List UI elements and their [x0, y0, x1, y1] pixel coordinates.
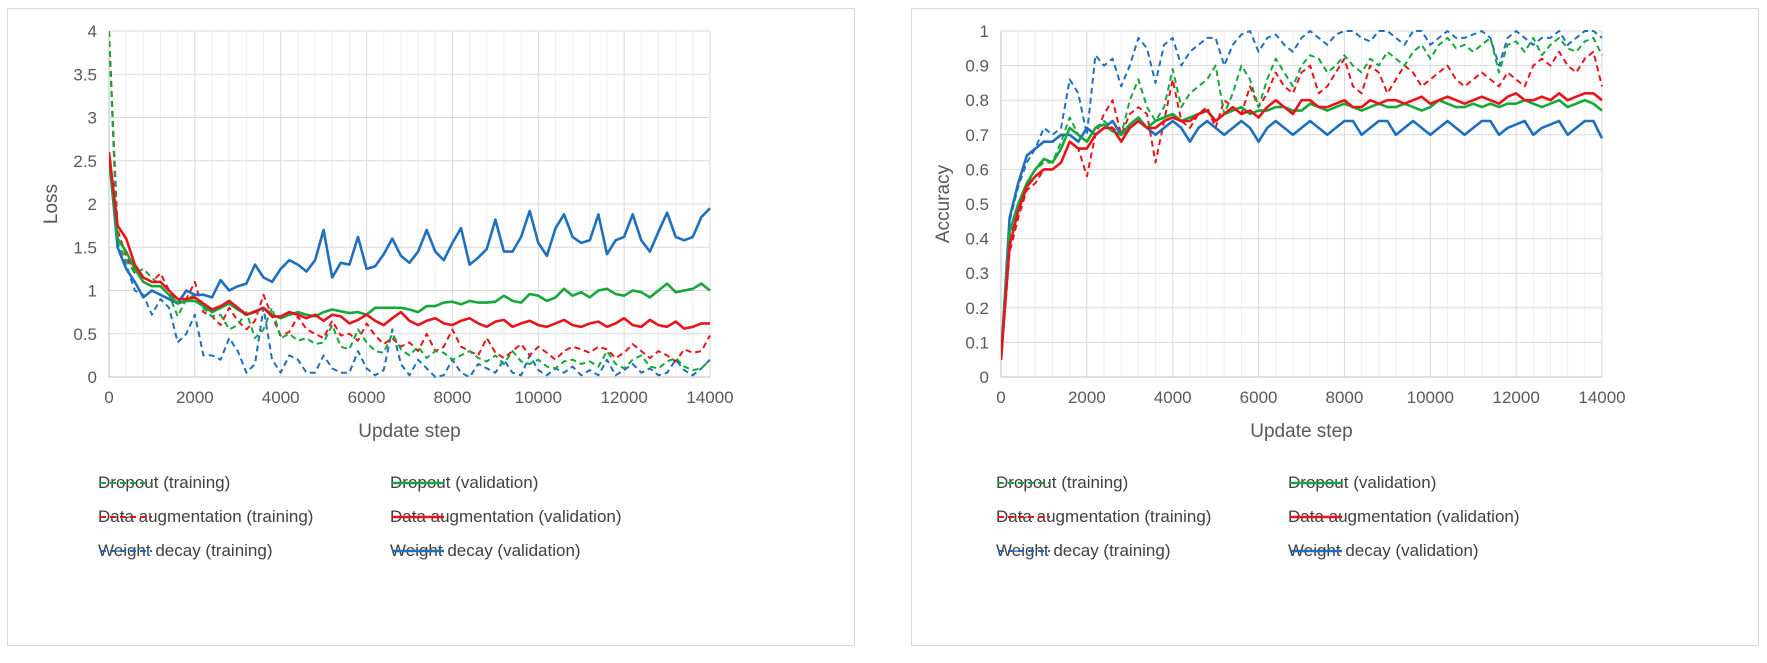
legend-label: Dropout (training): [996, 473, 1129, 492]
y-tick-label: 0.8: [965, 91, 989, 110]
y-tick-label: 1: [980, 22, 989, 41]
x-axis-title: Update step: [1250, 421, 1352, 442]
accuracy-chart-panel: 0 0.1 0.2 0.3 0.4 0.5 0.6 0.7 0.8 0.9 1 0 2000 4000 60…: [911, 8, 1759, 646]
y-tick-label: 0.7: [965, 126, 989, 145]
series-line-weight-decay-training: [109, 30, 711, 378]
series-line-weight-decay-validation: [109, 156, 711, 305]
legend-label: Data augmentation (training): [996, 507, 1212, 526]
legend-label: Dropout (validation): [1288, 473, 1437, 492]
legend-swatch: [1290, 481, 1342, 485]
legend-label: Weight decay (training): [996, 541, 1171, 560]
legend-swatch: [998, 550, 1050, 552]
legend-swatch: [998, 482, 1050, 484]
legend-label: Dropout (training): [98, 473, 231, 492]
y-tick-label: 0.9: [965, 57, 989, 76]
y-tick-label: 0.5: [73, 325, 97, 344]
accuracy-chart: 0 0.1 0.2 0.3 0.4 0.5 0.6 0.7 0.8 0.9 1 0 2000 4000 60…: [933, 22, 1626, 442]
y-tick-label: 2: [88, 195, 97, 214]
legend-label: Dropout (validation): [390, 473, 539, 492]
x-tick-label: 10000: [515, 388, 562, 407]
y-tick-label: 3.5: [73, 65, 97, 84]
series-line-data-augmentation-training: [109, 30, 711, 363]
legend-augmentation-validation: Data augmentation (validation): [390, 507, 622, 527]
x-tick-label: 12000: [1493, 388, 1540, 407]
loss-chart: 0 0.5 1 1.5 2 2.5 3 3.5 4 0 2000 4000 6000 8000 10000 1…: [41, 22, 734, 442]
legend-dropout-validation: Dropout (validation): [1288, 473, 1436, 493]
series-line-dropout-validation: [1001, 98, 1603, 360]
series-line-data-augmentation-validation: [1001, 92, 1603, 360]
y-tick-label: 0: [980, 368, 989, 387]
y-tick-label: 4: [88, 22, 97, 41]
y-tick-label: 2.5: [73, 152, 97, 171]
series-line-dropout-validation: [109, 156, 711, 320]
series-line-dropout-training: [1001, 36, 1603, 360]
x-tick-label: 2000: [1068, 388, 1106, 407]
legend-swatch: [1290, 549, 1342, 553]
series-line-weight-decay-training: [1001, 30, 1603, 360]
legend-swatch: [998, 516, 1050, 518]
x-tick-label: 10000: [1407, 388, 1454, 407]
y-tick-label: 0.5: [965, 195, 989, 214]
legend-label: Data augmentation (validation): [390, 507, 622, 526]
series-line-data-augmentation-validation: [109, 151, 710, 330]
x-tick-label: 8000: [434, 388, 472, 407]
legend-label: Weight decay (training): [98, 541, 273, 560]
y-tick-label: 0.3: [965, 264, 989, 283]
legend-dropout-training: Dropout (training): [996, 473, 1128, 493]
y-tick-label: 1.5: [73, 238, 97, 257]
x-tick-label: 4000: [1154, 388, 1192, 407]
series-line-data-augmentation-training: [1001, 50, 1603, 360]
legend-swatch: [1290, 515, 1342, 519]
legend-swatch: [392, 481, 444, 485]
x-tick-label: 0: [104, 388, 113, 407]
legend-swatch: [392, 515, 444, 519]
legend-label: Weight decay (validation): [390, 541, 581, 560]
y-tick-label: 0: [88, 368, 97, 387]
legend-label: Data augmentation (training): [98, 507, 314, 526]
y-tick-label: 3: [88, 109, 97, 128]
y-tick-label: 0.4: [965, 230, 989, 249]
y-tick-label: 0.6: [965, 160, 989, 179]
loss-chart-panel: 0 0.5 1 1.5 2 2.5 3 3.5 4 0 2000 4000 6000 8000 10000 1…: [7, 8, 855, 646]
x-tick-label: 14000: [686, 388, 733, 407]
legend-swatch: [100, 516, 152, 518]
legend-label: Weight decay (validation): [1288, 541, 1479, 560]
x-tick-label: 2000: [176, 388, 214, 407]
legend-weight-decay-validation: Weight decay (validation): [1288, 541, 1479, 561]
legend-augmentation-training: Data augmentation (training): [996, 507, 1211, 527]
legend-dropout-validation: Dropout (validation): [390, 473, 538, 493]
legend-swatch: [100, 482, 152, 484]
x-tick-label: 6000: [348, 388, 386, 407]
legend-weight-decay-training: Weight decay (training): [98, 541, 273, 561]
x-tick-label: 0: [996, 388, 1005, 407]
x-tick-label: 6000: [1240, 388, 1278, 407]
legend-swatch: [100, 550, 152, 552]
y-axis-title: Loss: [41, 184, 62, 224]
y-axis-title: Accuracy: [933, 164, 954, 243]
x-tick-label: 12000: [601, 388, 648, 407]
legend-augmentation-validation: Data augmentation (validation): [1288, 507, 1520, 527]
x-tick-label: 8000: [1326, 388, 1364, 407]
series-line-dropout-training: [109, 30, 711, 372]
legend-augmentation-training: Data augmentation (training): [98, 507, 313, 527]
legend-weight-decay-training: Weight decay (training): [996, 541, 1171, 561]
y-tick-label: 1: [88, 282, 97, 301]
x-tick-label: 14000: [1578, 388, 1625, 407]
legend-dropout-training: Dropout (training): [98, 473, 230, 493]
y-tick-label: 0.2: [965, 299, 989, 318]
x-axis-title: Update step: [358, 421, 460, 442]
legend-label: Data augmentation (validation): [1288, 507, 1520, 526]
x-tick-label: 4000: [262, 388, 300, 407]
y-tick-label: 0.1: [965, 333, 989, 352]
legend-swatch: [392, 549, 444, 553]
legend-weight-decay-validation: Weight decay (validation): [390, 541, 581, 561]
